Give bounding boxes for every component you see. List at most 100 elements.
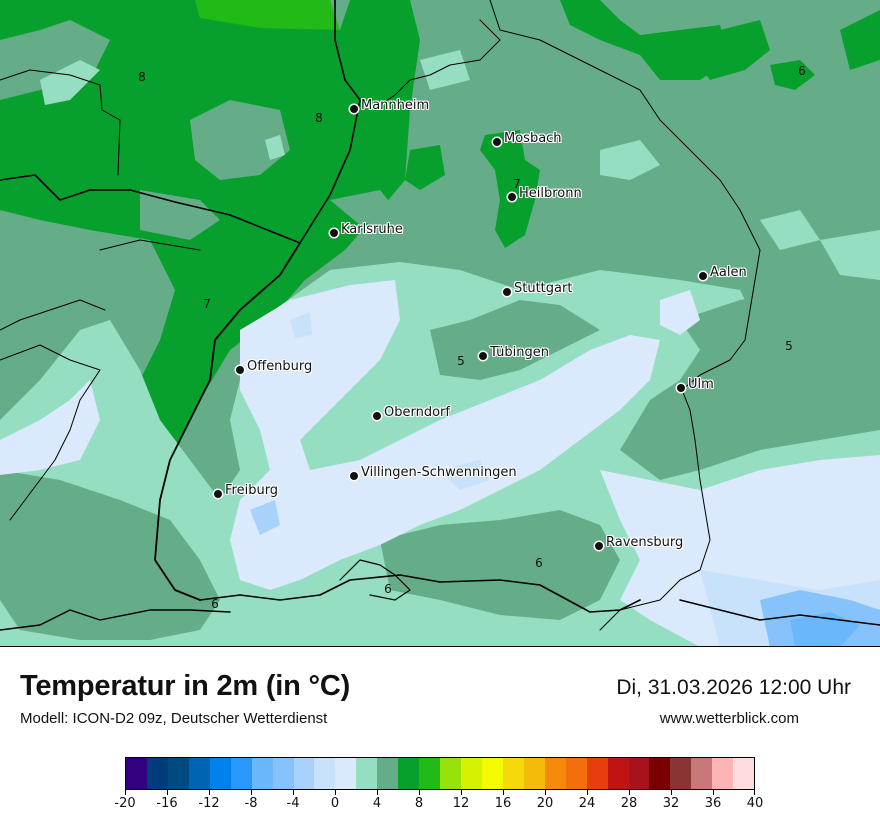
colorbar-tick [209, 790, 210, 795]
colorbar-bin [733, 758, 755, 789]
city-label: Ulm [688, 377, 714, 392]
colorbar-tick-label: 8 [414, 796, 424, 811]
colorbar-bin [230, 758, 252, 789]
colorbar-tick [377, 790, 378, 795]
contour-label: 6 [798, 64, 806, 78]
city-marker-icon [214, 490, 222, 498]
colorbar-bin [607, 758, 629, 789]
colorbar-bin [670, 758, 692, 789]
colorbar-tick [713, 790, 714, 795]
city-marker-icon [330, 229, 338, 237]
city-label: Karlsruhe [341, 222, 403, 237]
colorbar-tick [629, 790, 630, 795]
colorbar-bin [523, 758, 545, 789]
contour-label: 7 [203, 297, 211, 311]
city-marker-icon [373, 412, 381, 420]
city-label: Heilbronn [519, 186, 582, 201]
colorbar-bin [335, 758, 357, 789]
colorbar-tick [587, 790, 588, 795]
contour-label: 8 [138, 70, 146, 84]
colorbar-tick-label: 16 [494, 796, 512, 811]
colorbar-bin [461, 758, 482, 789]
contour-label: 5 [457, 354, 465, 368]
temperature-map: 8 8 7 7 6 5 5 6 6 6 Mannheim Mosbach Hei… [0, 0, 880, 647]
temperature-colorbar [125, 757, 755, 790]
city-marker-icon [493, 138, 501, 146]
colorbar-bin [586, 758, 608, 789]
colorbar-tick-label: 36 [704, 796, 722, 811]
colorbar-tick-label: 0 [330, 796, 340, 811]
colorbar-bin [314, 758, 336, 789]
city-label: Tübingen [490, 345, 549, 360]
colorbar-tick [461, 790, 462, 795]
colorbar-tick-label: 4 [372, 796, 382, 811]
colorbar-tick-label: 12 [452, 796, 470, 811]
city-label: Mosbach [504, 131, 562, 146]
colorbar-bin [167, 758, 189, 789]
colorbar-bin [293, 758, 315, 789]
city-marker-icon [677, 384, 685, 392]
temperature-field [0, 0, 880, 646]
colorbar-tick-label: 32 [662, 796, 680, 811]
colorbar-tick [335, 790, 336, 795]
colorbar-tick-label: -16 [156, 796, 178, 811]
colorbar-tick [251, 790, 252, 795]
colorbar-tick-label: -8 [244, 796, 258, 811]
city-label: Oberndorf [384, 405, 450, 420]
colorbar-bin [481, 758, 503, 789]
website-credit: www.wetterblick.com [659, 710, 799, 727]
colorbar-bin [712, 758, 734, 789]
city-marker-icon [350, 472, 358, 480]
colorbar-tick-label: 24 [578, 796, 596, 811]
colorbar-bin [272, 758, 294, 789]
city-marker-icon [595, 542, 603, 550]
colorbar-ticks: -20 -16 -12 -8 -4 0 4 8 12 16 20 24 28 32 36 40 [114, 790, 763, 820]
colorbar-tick [293, 790, 294, 795]
forecast-datetime: Di, 31.03.2026 12:00 Uhr [616, 676, 851, 699]
colorbar-bin [544, 758, 566, 789]
colorbar-tick [125, 790, 126, 795]
city-label: Stuttgart [514, 281, 573, 296]
colorbar-bin [377, 758, 399, 789]
map-title: Temperatur in 2m (in °C) [20, 670, 351, 702]
colorbar-tick [503, 790, 504, 795]
city-label: Mannheim [361, 98, 430, 113]
city-label: Villingen-Schwenningen [361, 465, 517, 480]
city-label: Aalen [710, 265, 747, 280]
colorbar-tick-label: 40 [746, 796, 764, 811]
contour-label: 6 [384, 582, 392, 596]
city-marker-icon [503, 288, 511, 296]
city-marker-icon [508, 193, 516, 201]
colorbar-bin [440, 758, 461, 789]
colorbar-bin [502, 758, 524, 789]
contour-label: 6 [535, 556, 543, 570]
colorbar-bin [251, 758, 273, 789]
city-label: Freiburg [225, 483, 279, 498]
colorbar-tick [419, 790, 420, 795]
colorbar-bin [628, 758, 650, 789]
city-marker-icon [236, 366, 244, 374]
city-marker-icon [350, 105, 358, 113]
colorbar-bin [649, 758, 671, 789]
colorbar-tick-label: -12 [198, 796, 220, 811]
colorbar-bin [691, 758, 713, 789]
colorbar-bin [209, 758, 231, 789]
city-marker-icon [699, 272, 707, 280]
colorbar-tick-label: 20 [536, 796, 554, 811]
colorbar-bin [356, 758, 378, 789]
colorbar-bin [126, 758, 147, 789]
contour-label: 5 [785, 339, 793, 353]
colorbar-tick [167, 790, 168, 795]
city-label: Offenburg [247, 359, 313, 374]
colorbar-tick-label: -20 [114, 796, 136, 811]
colorbar-bin [398, 758, 420, 789]
contour-label: 6 [211, 597, 219, 611]
colorbar-bin [565, 758, 587, 789]
colorbar-tick [671, 790, 672, 795]
colorbar-bin [188, 758, 210, 789]
colorbar-tick-label: 28 [620, 796, 638, 811]
city-label: Ravensburg [606, 535, 684, 550]
colorbar-tick [545, 790, 546, 795]
colorbar-bin [146, 758, 168, 789]
colorbar-bin [419, 758, 441, 789]
